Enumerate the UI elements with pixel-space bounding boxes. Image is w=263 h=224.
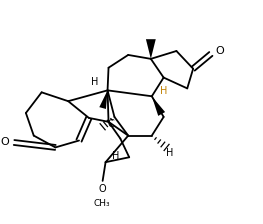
Text: H: H [160,86,167,96]
Text: O: O [99,184,107,194]
Polygon shape [152,96,165,116]
Text: H: H [166,148,173,158]
Text: O: O [1,138,9,147]
Text: CH₃: CH₃ [93,199,110,208]
Polygon shape [146,39,156,59]
Text: O: O [216,46,225,56]
Polygon shape [99,90,108,109]
Text: H: H [112,151,119,161]
Text: C: C [107,119,114,129]
Text: H: H [91,78,98,88]
